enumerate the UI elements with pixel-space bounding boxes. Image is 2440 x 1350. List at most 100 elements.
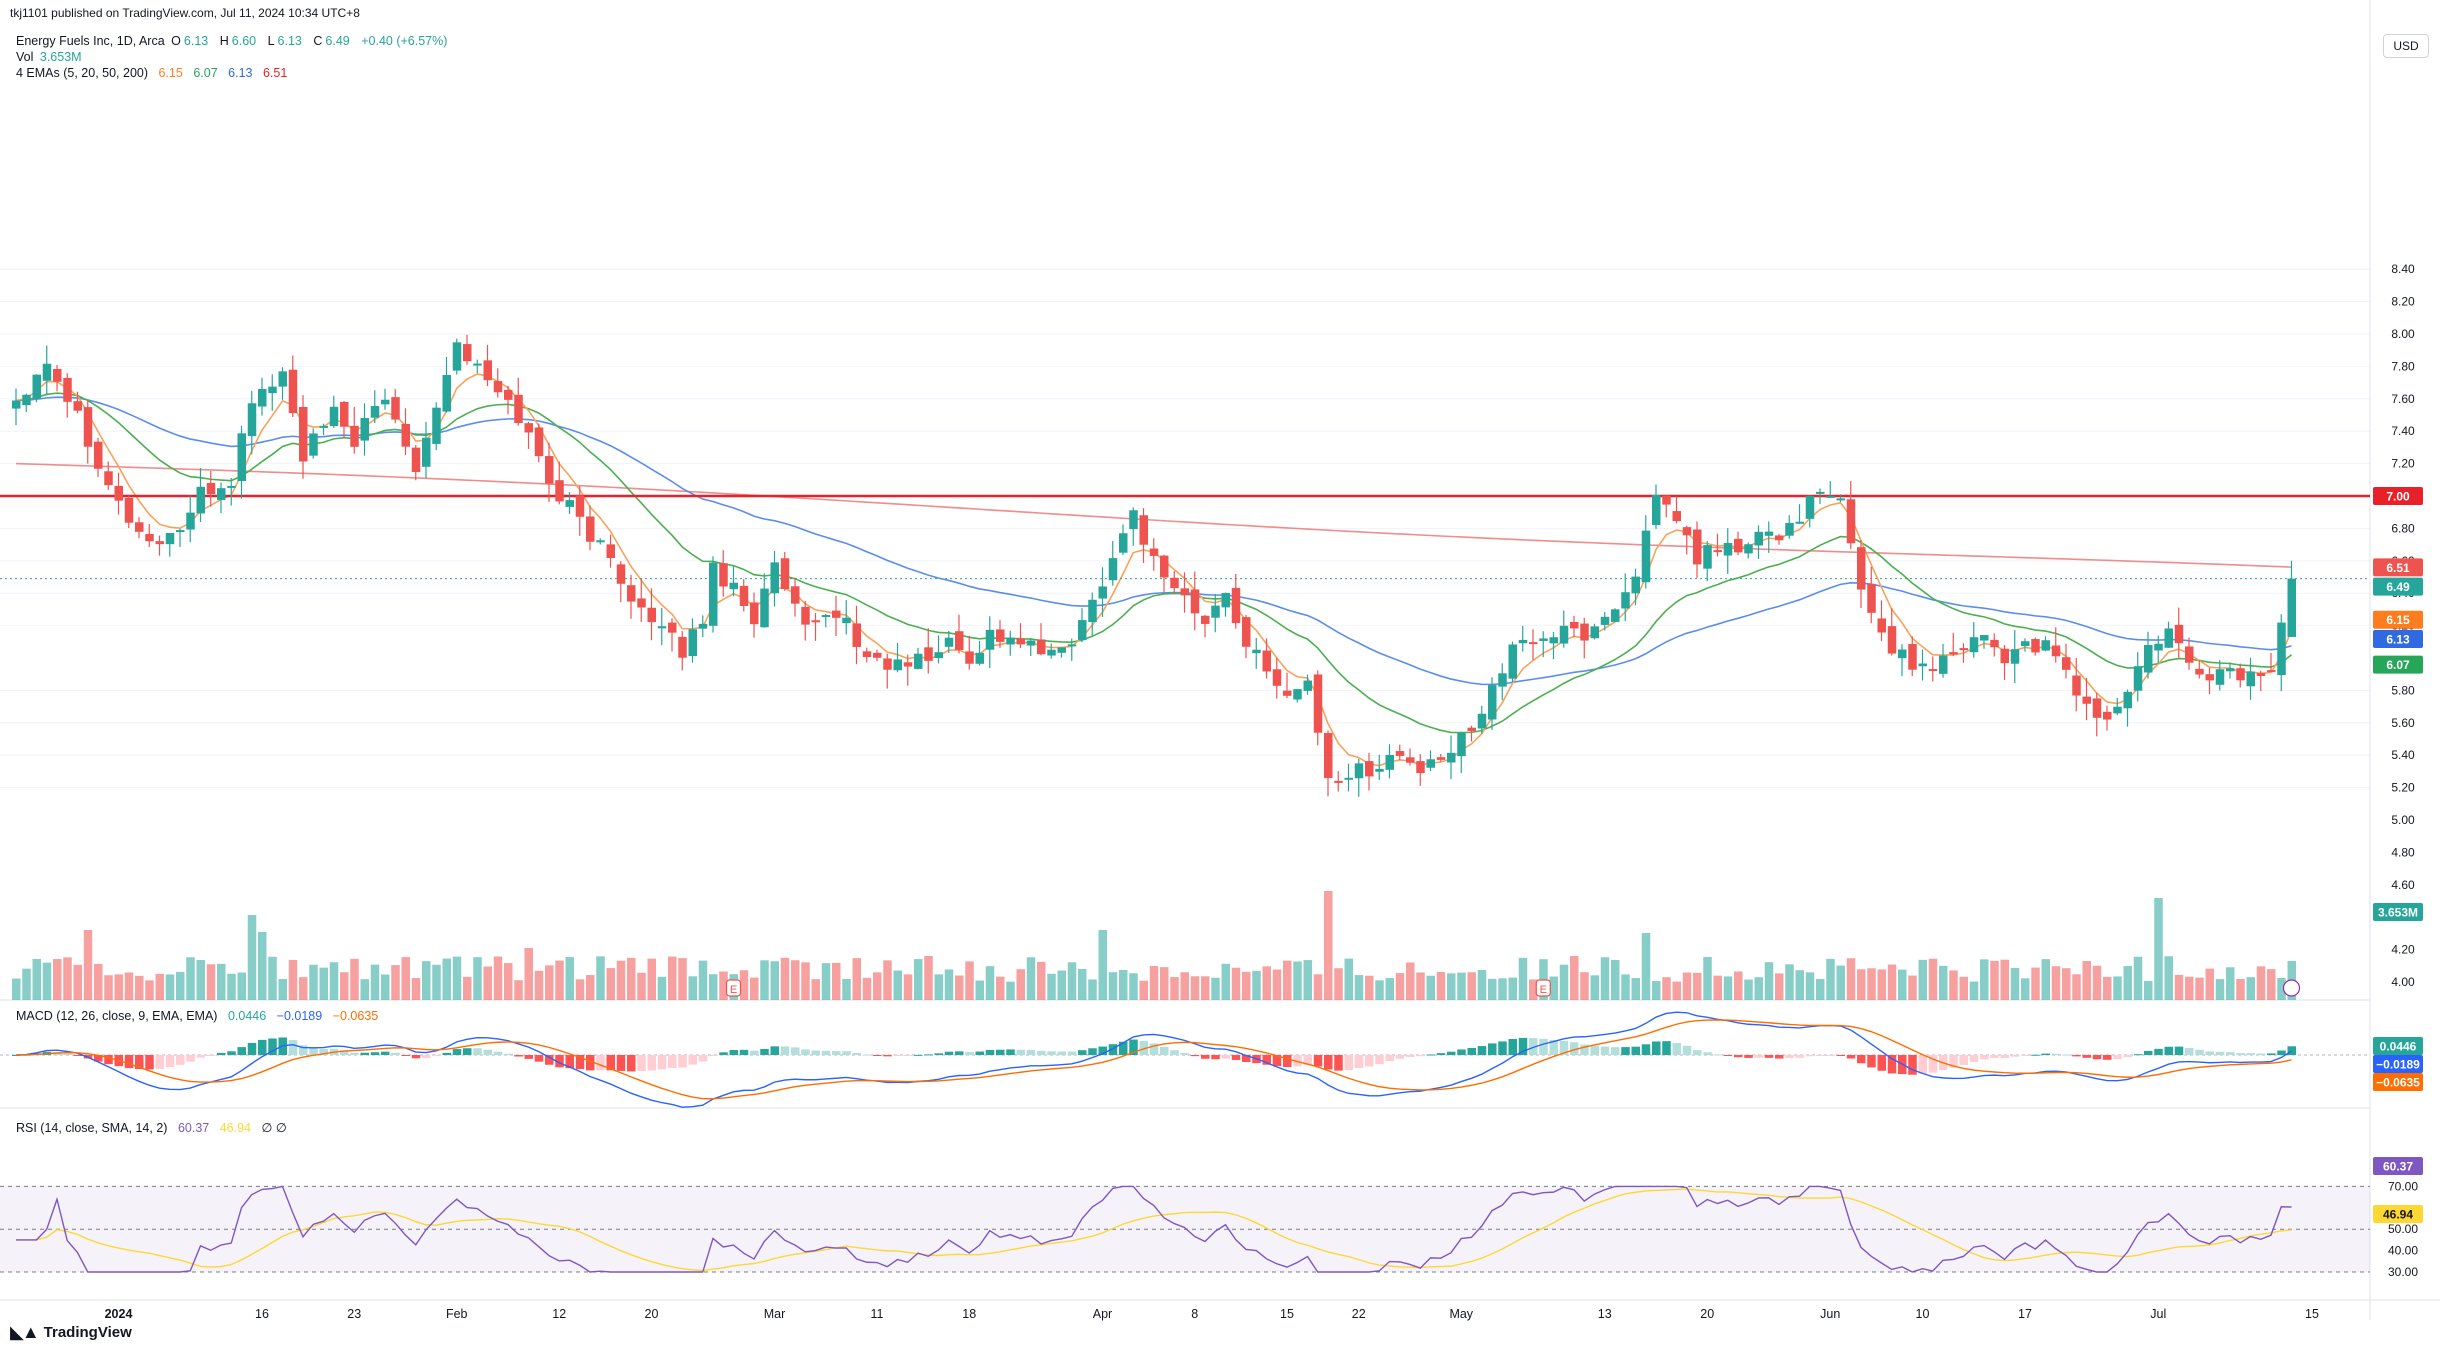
volume-bar xyxy=(2154,898,2163,1000)
macd-histogram-bar xyxy=(1231,1055,1241,1060)
candle-body xyxy=(1211,605,1220,618)
volume-bar xyxy=(1867,968,1876,1000)
candle-body xyxy=(155,541,164,545)
candle-body xyxy=(2185,646,2194,663)
volume-bar xyxy=(1385,978,1394,1000)
candle-body xyxy=(1775,535,1784,541)
candle-body xyxy=(637,598,646,608)
macd-histogram-bar xyxy=(852,1052,861,1055)
volume-bar xyxy=(944,969,954,1000)
volume-bar xyxy=(483,966,492,1000)
volume-bar xyxy=(1744,979,1753,1000)
candle-body xyxy=(340,401,349,427)
macd-legend[interactable]: MACD (12, 26, close, 9, EMA, EMA) 0.0446… xyxy=(16,1009,381,1023)
time-tick-label: Jun xyxy=(1820,1307,1840,1321)
volume-bar xyxy=(975,980,984,1000)
volume-bar xyxy=(514,980,523,1000)
tradingview-logo-icon: ◣▲ xyxy=(10,1322,40,1342)
volume-bar xyxy=(206,964,216,1000)
candle-body xyxy=(309,433,318,456)
time-tick-label: 10 xyxy=(1916,1307,1930,1321)
volume-label: 3.653M xyxy=(2378,906,2418,920)
ema20-value: 6.07 xyxy=(193,66,218,80)
candle-body xyxy=(504,389,513,400)
close-label: C xyxy=(313,34,323,48)
volume-bar xyxy=(698,960,708,1000)
volume-bar xyxy=(309,964,318,1000)
candle-body xyxy=(955,631,964,650)
volume-bar xyxy=(985,966,995,1000)
volume-bar xyxy=(1631,978,1640,1000)
candle-body xyxy=(1641,530,1651,583)
macd-histogram-bar xyxy=(1529,1038,1538,1055)
candlesticks[interactable] xyxy=(12,334,2296,797)
candle-body xyxy=(319,425,328,428)
macd-histogram-bar xyxy=(1836,1055,1845,1056)
candle-body xyxy=(1119,533,1128,553)
rsi-legend[interactable]: RSI (14, close, SMA, 14, 2) 60.37 46.94 … xyxy=(16,1120,290,1135)
macd-histogram-bar xyxy=(258,1039,267,1055)
macd-histogram-bar xyxy=(2082,1055,2091,1058)
volume-bar xyxy=(1918,959,1927,1000)
macd-histogram-bar xyxy=(760,1048,769,1055)
volume-bar xyxy=(1467,972,1476,1000)
candle-body xyxy=(975,652,984,664)
volume-bar xyxy=(288,959,298,1000)
macd-histogram-bar xyxy=(1057,1051,1066,1055)
candle-body xyxy=(1857,547,1866,590)
volume-bar xyxy=(1498,978,1507,1000)
volume-bar xyxy=(1395,973,1405,1000)
macd-histogram-bar xyxy=(381,1051,390,1055)
candle-body xyxy=(627,585,636,602)
volume-bars xyxy=(12,891,2296,1000)
candle-body xyxy=(1272,669,1282,686)
time-axis[interactable]: 2024 16 23 Feb 12 20 Mar 11 18 Apr 8 15 22 May 13 20 Jun… xyxy=(105,1307,2319,1321)
macd-histogram-bar xyxy=(104,1055,113,1065)
volume-bar xyxy=(493,956,503,1000)
candle-body xyxy=(688,629,697,657)
volume-bar xyxy=(1723,976,1733,1000)
candle-body xyxy=(2277,622,2286,676)
volume-bar xyxy=(1160,967,1169,1000)
volume-bar xyxy=(1928,958,1938,1000)
macd-histogram-bar xyxy=(1242,1055,1251,1062)
candle-body xyxy=(1898,649,1907,659)
currency-button[interactable]: USD xyxy=(2383,34,2429,58)
macd-histogram-bar xyxy=(135,1055,144,1070)
main-legend[interactable]: Energy Fuels Inc, 1D, Arca O 6.13 H 6.60 L… xyxy=(16,34,450,48)
candle-body xyxy=(53,368,62,382)
candle-body xyxy=(1129,510,1138,530)
macd-histogram-bar xyxy=(2256,1053,2266,1055)
volume-bar xyxy=(1611,959,1620,1000)
candle-body xyxy=(811,620,820,623)
symbol-title[interactable]: Energy Fuels Inc, 1D, Arca xyxy=(16,34,165,48)
candle-body xyxy=(1160,555,1169,578)
macd-histogram-bar xyxy=(821,1050,831,1055)
ema-legend[interactable]: 4 EMAs (5, 20, 50, 200) 6.15 6.07 6.13 6… xyxy=(16,66,290,80)
candle-body xyxy=(883,658,892,670)
macd-histogram-bar xyxy=(1969,1055,1979,1062)
volume-legend[interactable]: Vol 3.653M xyxy=(16,50,85,64)
time-tick-label: 8 xyxy=(1191,1307,1198,1321)
price-axis[interactable]: 8.408.208.007.807.607.407.206.806.606.40… xyxy=(2373,262,2423,1279)
macd-histogram-bar xyxy=(1211,1055,1220,1060)
macd-histogram-bar xyxy=(483,1049,492,1055)
candle-body xyxy=(1754,531,1763,546)
candle-body xyxy=(1303,680,1312,691)
candle-body xyxy=(1078,620,1087,641)
macd-histogram-bar xyxy=(586,1055,595,1071)
candle-body xyxy=(1570,621,1579,629)
volume-bar xyxy=(1652,981,1661,1000)
macd-histogram-bar xyxy=(637,1055,646,1071)
macd-histogram-bar xyxy=(955,1051,964,1055)
macd-histogram-bar xyxy=(575,1055,585,1070)
volume-bar xyxy=(227,973,236,1000)
tradingview-watermark[interactable]: ◣▲ TradingView xyxy=(10,1322,132,1343)
price-label: 6.51 xyxy=(2386,561,2410,575)
time-tick-label: 16 xyxy=(255,1307,269,1321)
macd-histogram-bar xyxy=(1457,1049,1466,1055)
candle-body xyxy=(186,512,195,530)
volume-bar xyxy=(278,979,287,1000)
